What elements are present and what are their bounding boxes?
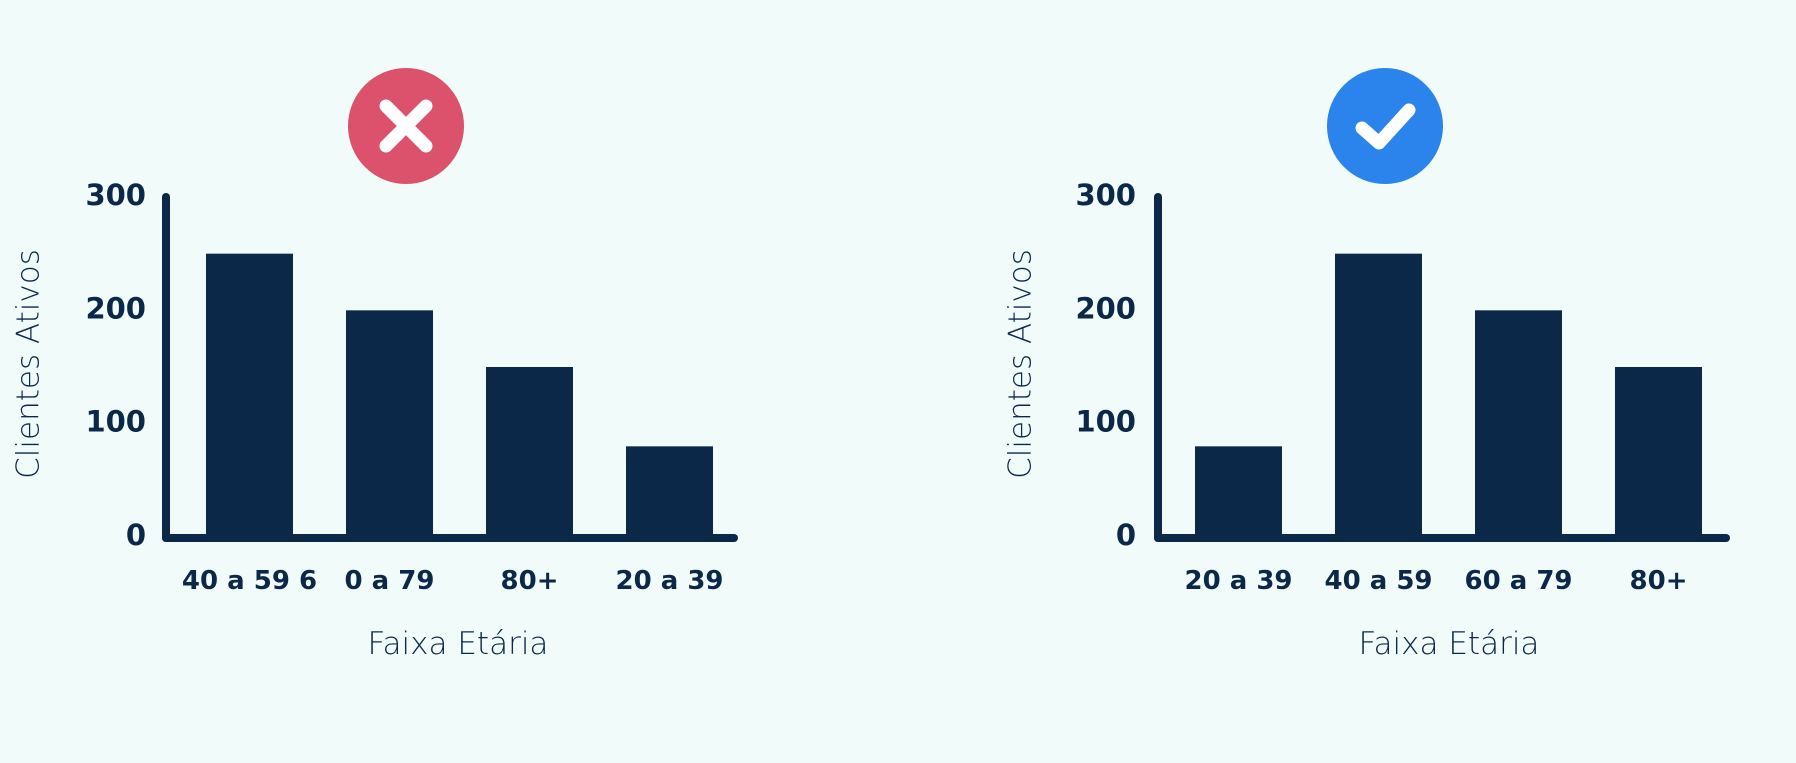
- x-category-label: 0 a 79: [345, 566, 435, 596]
- bar: [1195, 446, 1282, 537]
- x-stroke: [379, 99, 433, 153]
- x-category-label: 80+: [501, 566, 559, 596]
- y-tick-label: 200: [1075, 291, 1136, 325]
- x-axis-title: Faixa Etária: [1359, 626, 1540, 662]
- y-tick-label: 200: [85, 291, 146, 325]
- chart-incorrect: 0 100 200 300 40 a 59 6 0 a 79 80+ 20 a 39 Faixa…: [11, 68, 738, 662]
- bar: [346, 310, 433, 537]
- correct-badge: [1327, 68, 1443, 184]
- y-tick-label: 100: [1075, 405, 1136, 439]
- incorrect-badge: [348, 68, 464, 184]
- x-category-label: 80+: [1630, 566, 1688, 596]
- y-axis-title: Clientes Ativos: [11, 249, 47, 479]
- x-category-label: 20 a 39: [615, 566, 723, 596]
- x-category-label: 40 a 59: [1324, 566, 1432, 596]
- y-axis-title: Clientes Ativos: [1003, 249, 1039, 479]
- chart-correct: 0 100 200 300 20 a 39 40 a 59 60 a 79 80+ Faixa …: [1003, 68, 1730, 662]
- y-tick-label: 100: [85, 405, 146, 439]
- x-icon: [379, 99, 433, 153]
- bar: [1335, 253, 1422, 537]
- check-icon: [1355, 103, 1416, 150]
- x-category-label: 60 a 79: [1464, 566, 1572, 596]
- bar: [1475, 310, 1562, 537]
- bar: [1615, 367, 1702, 537]
- bar: [626, 446, 713, 537]
- x-category-label: 20 a 39: [1184, 566, 1292, 596]
- bar: [206, 253, 293, 537]
- x-axis-title: Faixa Etária: [368, 626, 549, 662]
- x-category-label: 40 a 59 6: [182, 566, 317, 596]
- y-tick-label: 300: [85, 178, 146, 212]
- y-tick-label: 0: [126, 518, 146, 552]
- badge-circle: [1327, 68, 1443, 184]
- y-tick-label: 300: [1075, 178, 1136, 212]
- bar: [486, 367, 573, 537]
- y-tick-label: 0: [1116, 518, 1136, 552]
